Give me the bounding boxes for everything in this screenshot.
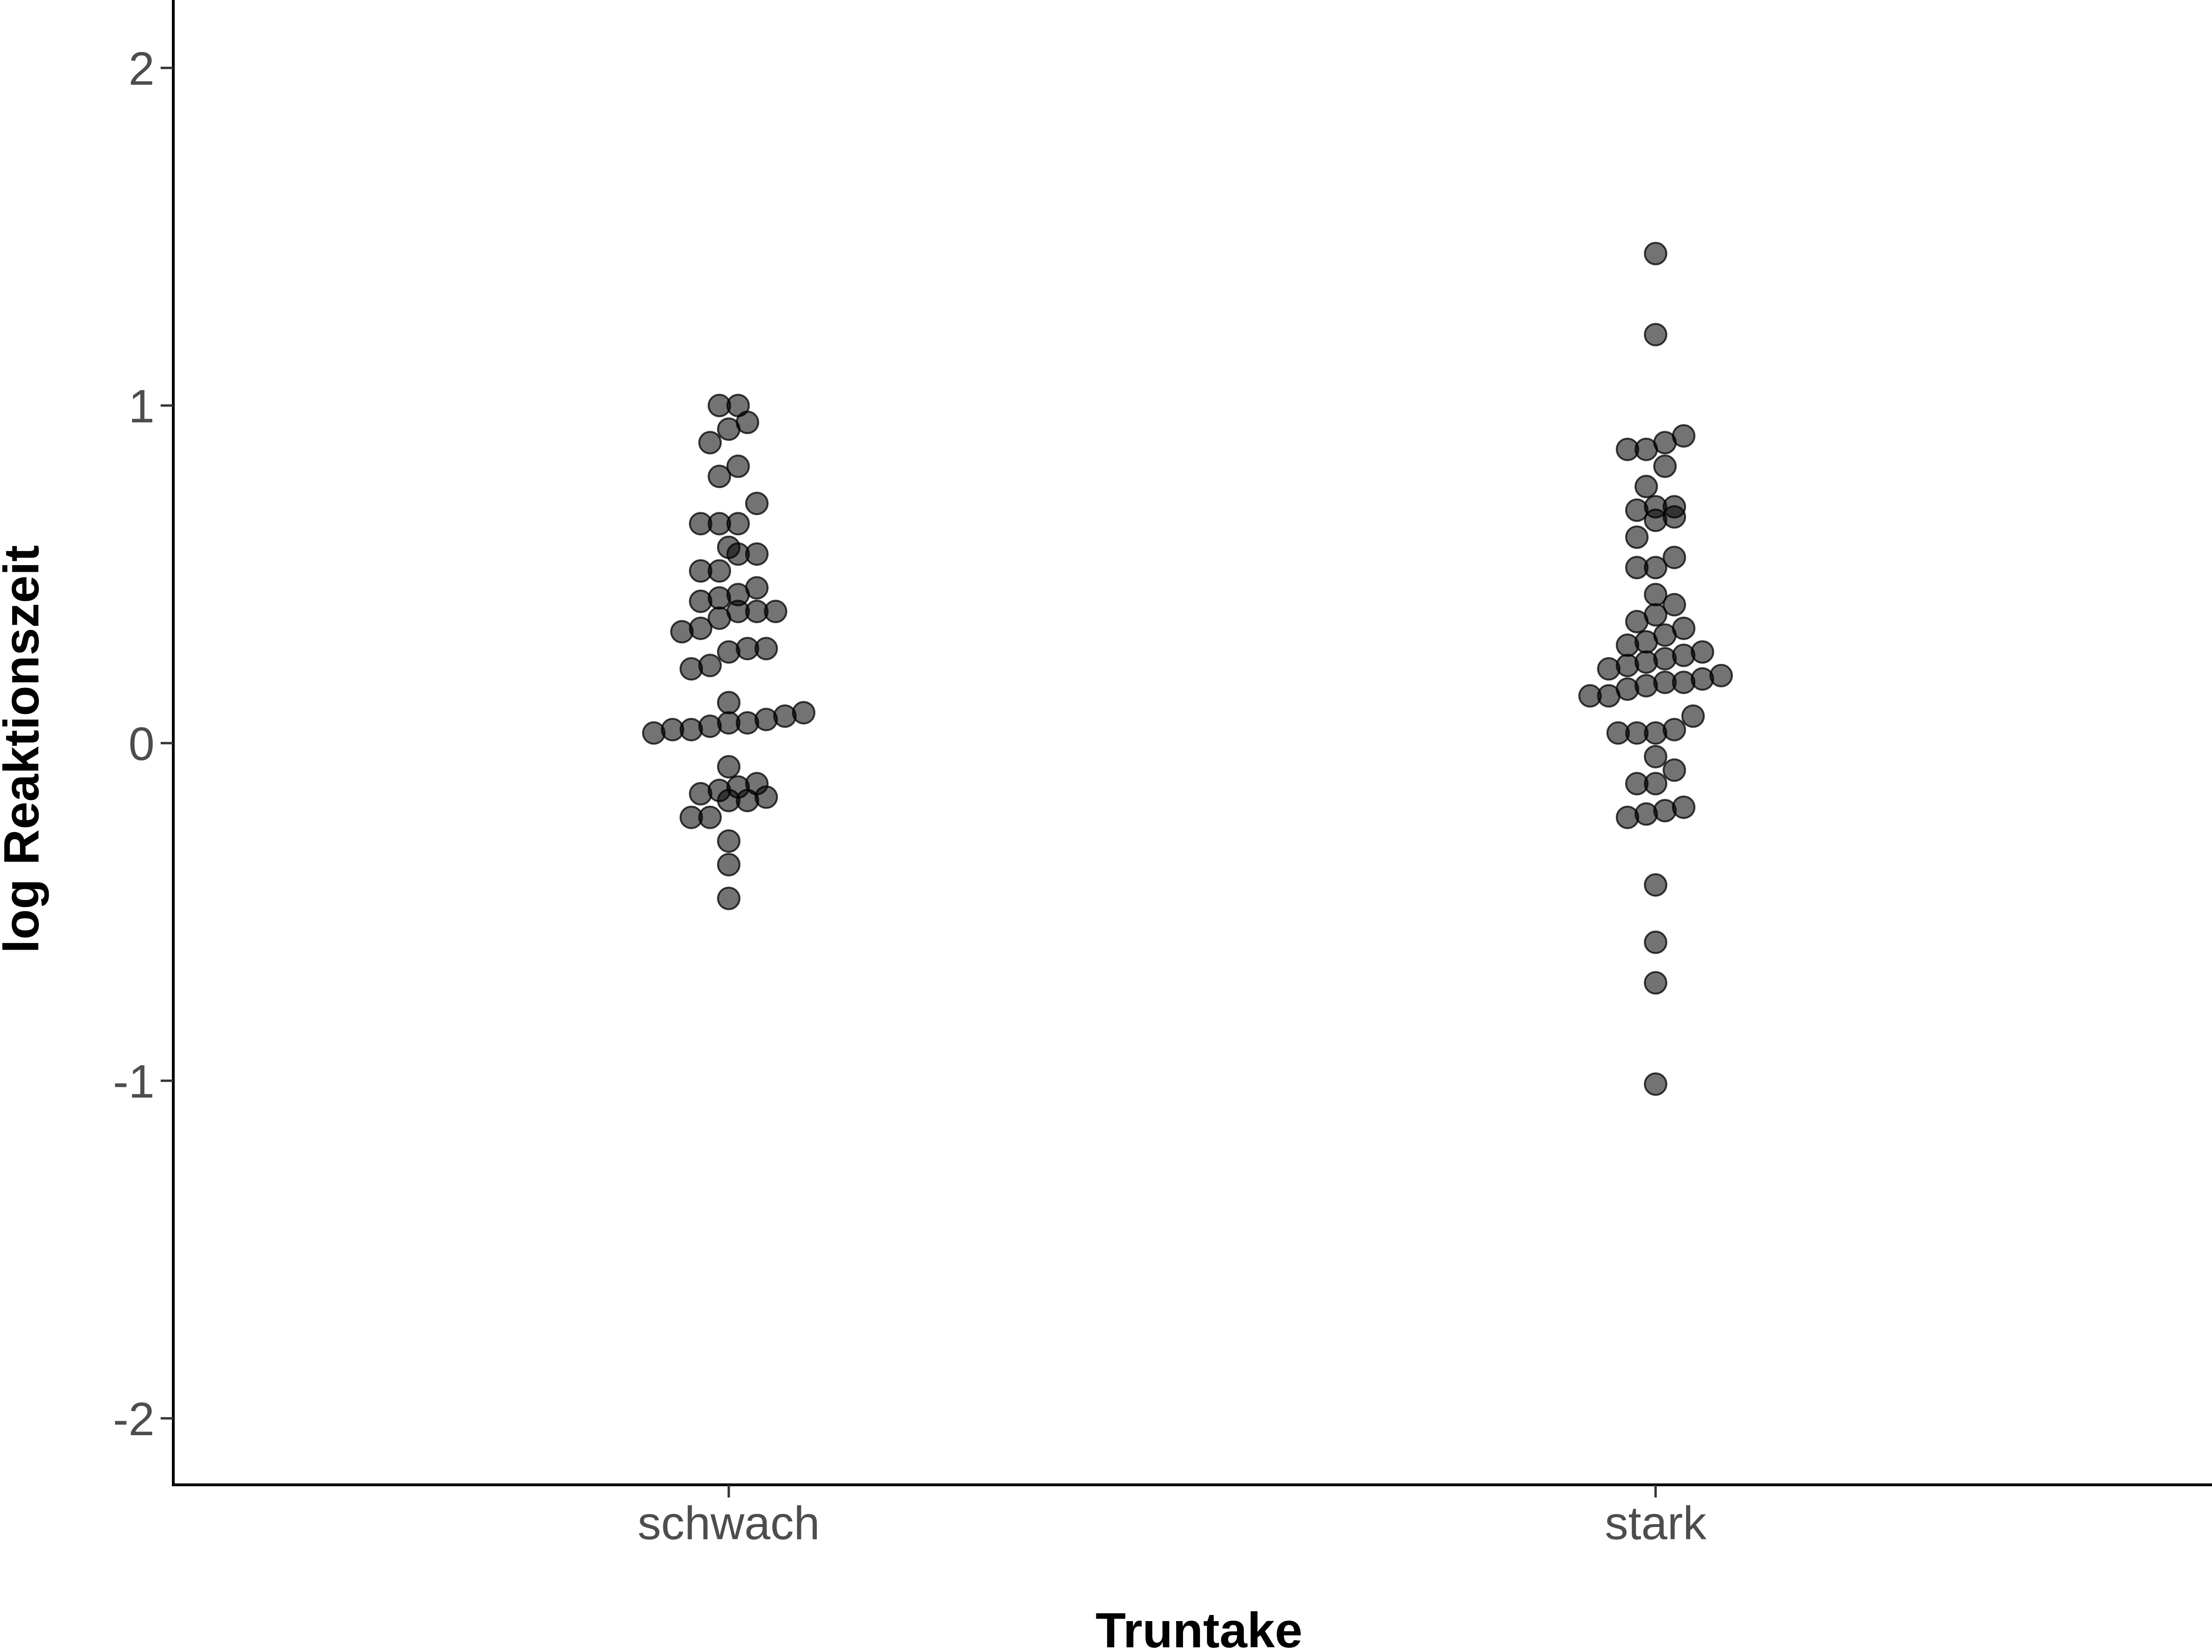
data-point-stark bbox=[1672, 795, 1695, 819]
data-point-stark bbox=[1663, 495, 1686, 519]
data-point-stark bbox=[1691, 640, 1714, 664]
data-point-stark bbox=[1681, 704, 1705, 728]
data-point-schwach bbox=[745, 492, 769, 516]
y-axis-title: log Reaktionszeit bbox=[0, 545, 49, 953]
y-tick-label: 1 bbox=[128, 380, 155, 433]
data-point-schwach bbox=[726, 512, 750, 536]
data-point-stark bbox=[1663, 546, 1686, 569]
data-point-schwach bbox=[717, 755, 740, 779]
data-point-stark bbox=[1672, 424, 1695, 448]
data-point-stark bbox=[1625, 525, 1649, 549]
y-tick-label: -1 bbox=[113, 1055, 155, 1108]
data-point-schwach bbox=[708, 559, 731, 583]
x-tick-label-stark: stark bbox=[1605, 1497, 1707, 1549]
data-point-stark bbox=[1653, 454, 1677, 478]
x-tick-label-schwach: schwach bbox=[637, 1497, 820, 1549]
data-point-stark bbox=[1644, 772, 1667, 796]
y-tick-label: 2 bbox=[128, 43, 155, 95]
data-point-schwach bbox=[717, 829, 740, 853]
data-point-stark bbox=[1644, 583, 1667, 606]
data-point-stark bbox=[1672, 616, 1695, 640]
data-points bbox=[642, 242, 1733, 1096]
data-point-schwach bbox=[745, 542, 769, 566]
data-point-schwach bbox=[726, 454, 750, 478]
data-point-schwach bbox=[698, 805, 722, 829]
data-point-stark bbox=[1663, 758, 1686, 782]
data-point-stark bbox=[1644, 745, 1667, 768]
x-axis-title: Truntake bbox=[1095, 1603, 1302, 1652]
data-point-stark bbox=[1644, 323, 1667, 347]
data-point-stark bbox=[1644, 242, 1667, 266]
y-tick-label: 0 bbox=[128, 718, 155, 770]
data-point-schwach bbox=[717, 886, 740, 910]
y-tick-label: -2 bbox=[113, 1393, 155, 1446]
data-point-stark bbox=[1644, 873, 1667, 897]
data-point-stark bbox=[1644, 930, 1667, 954]
data-point-schwach bbox=[717, 535, 740, 559]
data-point-schwach bbox=[792, 701, 815, 725]
data-point-schwach bbox=[764, 599, 787, 623]
data-point-stark bbox=[1635, 475, 1658, 499]
data-point-schwach bbox=[689, 616, 712, 640]
data-point-schwach bbox=[726, 394, 750, 417]
data-point-schwach bbox=[755, 637, 778, 661]
data-point-stark bbox=[1644, 1072, 1667, 1096]
y-axis-ticks: -2 -1 0 1 2 bbox=[113, 43, 173, 1446]
data-point-schwach bbox=[698, 431, 722, 455]
data-point-schwach bbox=[717, 691, 740, 715]
data-point-stark bbox=[1644, 971, 1667, 995]
data-point-stark bbox=[1663, 593, 1686, 617]
data-point-stark bbox=[1644, 556, 1667, 580]
data-point-schwach bbox=[698, 654, 722, 678]
data-point-schwach bbox=[708, 465, 731, 488]
x-axis-ticks: schwach stark bbox=[637, 1485, 1707, 1549]
data-point-stark bbox=[1663, 718, 1686, 742]
data-point-schwach bbox=[745, 772, 769, 796]
data-point-stark bbox=[1709, 664, 1733, 687]
data-point-schwach bbox=[717, 853, 740, 877]
data-point-schwach bbox=[745, 576, 769, 600]
